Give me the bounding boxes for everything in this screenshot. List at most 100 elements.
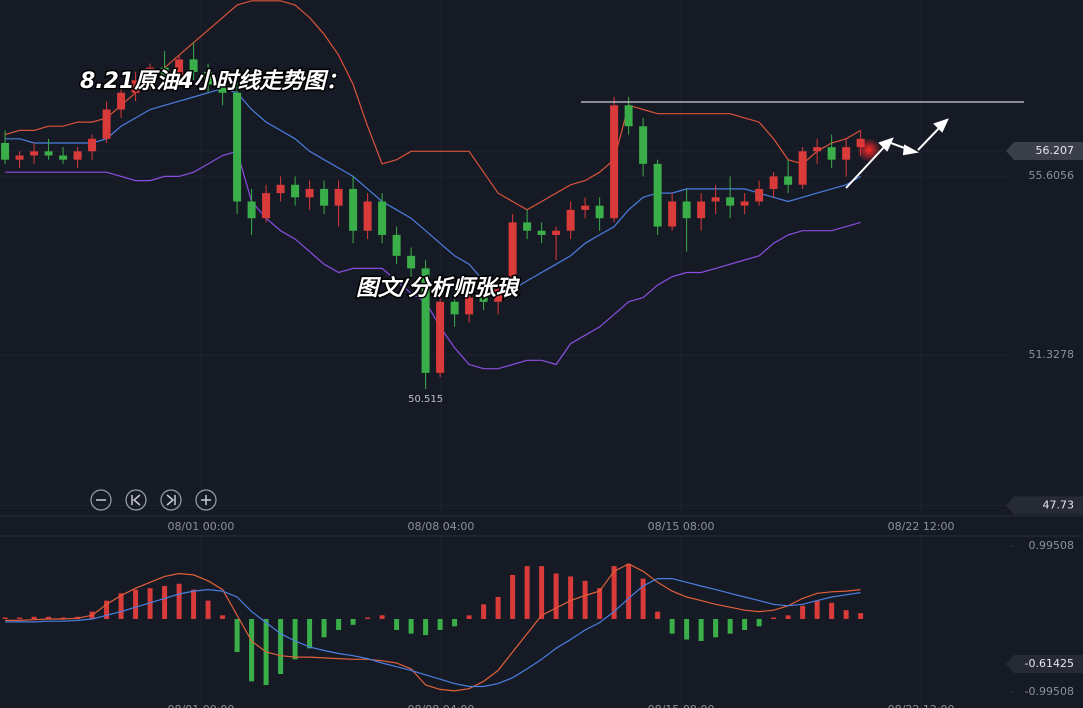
candle-body <box>552 230 561 235</box>
candle-body <box>523 222 532 231</box>
macd-bar <box>147 588 153 619</box>
x-tick-label: 08/22 12:00 <box>888 520 955 533</box>
x-tick-label: 08/15 08:00 <box>648 703 715 708</box>
bollinger-band <box>5 87 861 295</box>
candle-body <box>15 155 24 160</box>
macd-line <box>5 577 861 688</box>
candle-body <box>146 67 155 81</box>
candle-body <box>363 201 372 231</box>
macd-bar <box>31 616 37 619</box>
macd-bar <box>118 593 124 619</box>
macd-bar <box>220 615 226 619</box>
candle-body <box>537 230 546 235</box>
macd-bar <box>495 596 501 619</box>
macd-bar <box>481 604 487 619</box>
y-tick-label: 51.3278 <box>1029 348 1075 361</box>
candle-body <box>827 147 836 160</box>
candle-body <box>291 184 300 198</box>
candle-body <box>189 59 198 72</box>
candle-body <box>44 151 53 156</box>
macd-bar <box>17 617 23 619</box>
macd-bar <box>539 566 545 619</box>
low-label: 50.515 <box>408 394 443 405</box>
candle-body <box>131 80 140 93</box>
macd-bar <box>162 585 168 619</box>
macd-bar <box>191 589 197 619</box>
forecast-arrows <box>845 118 949 189</box>
macd-bar <box>582 580 588 619</box>
macd-bar <box>829 602 835 619</box>
title: 8.21原油4小时线走势图： <box>80 69 348 94</box>
macd-bar <box>611 566 617 619</box>
x-tick-label: 08/08 04:00 <box>408 520 475 533</box>
macd-bar <box>800 605 806 619</box>
candle-body <box>204 71 213 85</box>
macd-bar <box>510 574 516 619</box>
candle-body <box>813 147 822 152</box>
candle-body <box>581 205 590 210</box>
zoom-in-button[interactable] <box>195 489 217 511</box>
candle-body <box>639 126 648 164</box>
candle-body <box>798 151 807 185</box>
y-tick-label: 47.73 <box>1043 498 1075 511</box>
macd-bar <box>437 618 443 630</box>
candle-body <box>436 301 445 373</box>
macd-bar <box>278 618 284 675</box>
candle-body <box>218 84 227 93</box>
macd-bar <box>350 618 356 625</box>
next-button[interactable] <box>160 489 182 511</box>
candle-body <box>711 197 720 202</box>
macd-bar <box>307 618 313 649</box>
macd-bar <box>626 563 632 619</box>
candle-body <box>494 289 503 302</box>
y-tick-label: -0.99508 <box>1025 685 1074 698</box>
candle-body <box>349 188 358 231</box>
macd-bar <box>452 618 458 627</box>
macd-bar <box>669 618 675 634</box>
macd-bar <box>713 618 719 638</box>
macd-bar <box>785 615 791 619</box>
y-tick-label: 0.99508 <box>1029 539 1075 552</box>
value-tag <box>1006 655 1083 674</box>
macd-bar <box>727 618 733 634</box>
candle-body <box>30 151 39 156</box>
macd-bar <box>176 583 182 619</box>
macd-bar <box>553 573 559 619</box>
macd-bar <box>104 600 110 619</box>
prev-button[interactable] <box>125 489 147 511</box>
macd-bar <box>133 589 139 619</box>
candle-body <box>407 255 416 269</box>
x-tick-label: 08/01 00:00 <box>168 520 235 533</box>
macd-bar <box>292 618 298 660</box>
zoom-out-button[interactable] <box>90 489 112 511</box>
macd-line <box>5 563 861 692</box>
macd-bar <box>60 617 66 619</box>
candle-body <box>320 188 329 206</box>
candle-body <box>421 268 430 373</box>
candle-body <box>59 155 68 160</box>
candle-body <box>740 201 749 206</box>
macd-bar <box>640 578 646 619</box>
candle-body <box>697 201 706 219</box>
bollinger-band <box>4 0 861 211</box>
y-tick-label: -0.61425 <box>1025 657 1074 670</box>
macd-bar <box>858 613 864 619</box>
glow-dot <box>857 138 881 162</box>
macd-bar <box>408 618 414 634</box>
macd-bar <box>46 616 52 619</box>
subtitle: 图文/分析师张琅 <box>356 275 521 301</box>
candle-body <box>610 105 619 219</box>
candle-body <box>595 205 604 219</box>
candle-body <box>102 109 111 139</box>
candle-body <box>566 209 575 231</box>
macd-bar <box>698 618 704 641</box>
candle-body <box>508 222 517 290</box>
candle-body <box>334 188 343 206</box>
candle-body <box>233 92 242 202</box>
candle-body <box>784 176 793 185</box>
candle-body <box>175 59 184 77</box>
x-tick-label: 08/01 00:00 <box>168 703 235 708</box>
candle-body <box>1 142 10 160</box>
macd-bar <box>814 600 820 619</box>
